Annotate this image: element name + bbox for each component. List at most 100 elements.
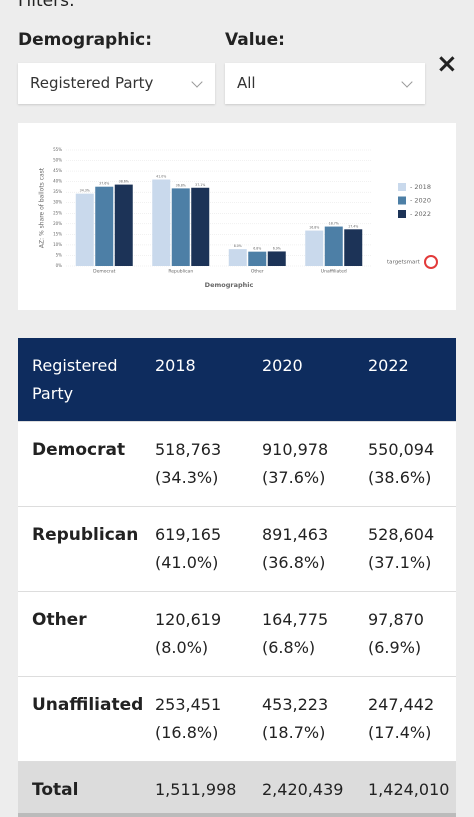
x-tick-label: Republican [168, 269, 193, 275]
table-row: Other 120,619 (8.0%) 164,775 (6.8%) 97,870 (6.… [18, 592, 456, 677]
table-row: Democrat 518,763 (34.3%) 910,978 (37.6%) 550,… [18, 422, 456, 507]
value-cell: 619,165 (41.0%) [155, 521, 221, 577]
cell-line: 528,604 [368, 525, 435, 544]
cell-line: (37.6%) [262, 468, 326, 487]
cell-line: (38.6%) [368, 468, 432, 487]
x-tick-label: Democrat [93, 269, 115, 275]
header-cell: 2020 [262, 356, 303, 375]
row-label: Other [32, 610, 87, 630]
cell-line: (18.7%) [262, 723, 326, 742]
bar-value-label: 34.3% [80, 189, 90, 193]
bar [171, 188, 190, 266]
cell-line: (6.8%) [262, 638, 316, 657]
cell-line: (8.0%) [155, 638, 209, 657]
cell-line: 120,619 [155, 610, 222, 629]
demographic-label: Demographic: [18, 30, 153, 50]
data-table: Registered Party 2018 2020 2022 Democrat 518,… [18, 338, 456, 817]
legend-swatch [398, 210, 406, 218]
value-cell: 550,094 (38.6%) [368, 436, 434, 492]
value-cell: 518,763 (34.3%) [155, 436, 221, 492]
bar-value-label: 17.4% [348, 224, 358, 228]
bar [248, 251, 267, 266]
y-tick-label: 55% [53, 147, 62, 152]
total-cell: 1,511,998 [155, 780, 237, 799]
bar [344, 229, 363, 266]
bar [95, 186, 114, 266]
bar [75, 193, 94, 266]
legend-label: - 2022 [410, 210, 431, 218]
chart: 0% 5% 10% 15% 20% 25% 30% 35% 40% 45% 50% 55% AZ: % … [18, 123, 456, 310]
value-cell: 910,978 (37.6%) [262, 436, 328, 492]
y-tick-label: 50% [53, 158, 62, 163]
cell-line: 550,094 [368, 440, 435, 459]
header-cell: 2018 [155, 356, 196, 375]
cell-line: (36.8%) [262, 553, 326, 572]
demographic-select[interactable]: Registered Party [18, 63, 215, 104]
cell-line: 253,451 [155, 695, 222, 714]
y-tick-label: 30% [53, 200, 62, 205]
y-tick-label: 35% [53, 189, 62, 194]
total-cell: 1,424,010 [368, 780, 450, 799]
legend-swatch [398, 183, 406, 191]
total-row: Total 1,511,998 2,420,439 1,424,010 [18, 762, 456, 817]
bar [267, 251, 286, 266]
value-select[interactable]: All [225, 63, 425, 104]
table-header: Registered Party 2018 2020 2022 [18, 338, 456, 422]
value-cell: 247,442 (17.4%) [368, 691, 434, 747]
y-tick-label: 15% [53, 231, 62, 236]
cell-line: 518,763 [155, 440, 222, 459]
bar-value-label: 16.8% [309, 226, 319, 230]
value-cell: 528,604 (37.1%) [368, 521, 434, 577]
y-tick-label: 45% [53, 168, 62, 173]
bar-value-label: 37.1% [195, 183, 205, 187]
bar [324, 226, 343, 266]
bar [152, 179, 171, 266]
total-cell: 2,420,439 [262, 780, 344, 799]
value-cell: 453,223 (18.7%) [262, 691, 328, 747]
bar-value-label: 41.0% [156, 175, 166, 179]
table-row: Republican 619,165 (41.0%) 891,463 (36.8%) 52… [18, 507, 456, 592]
value-cell: 120,619 (8.0%) [155, 606, 221, 662]
cell-line: (41.0%) [155, 553, 219, 572]
total-label: Total [32, 780, 79, 800]
row-label: Democrat [32, 440, 126, 460]
cell-line: 164,775 [262, 610, 329, 629]
header-cell: 2022 [368, 356, 409, 375]
y-tick-label: 25% [53, 210, 62, 215]
bar-value-label: 8.0% [234, 244, 242, 248]
bar [305, 230, 324, 266]
table-row: Unaffiliated 253,451 (16.8%) 453,223 (18.7%)… [18, 677, 456, 762]
cell-line: (34.3%) [155, 468, 219, 487]
bar [114, 184, 133, 266]
cell-line: (16.8%) [155, 723, 219, 742]
value-cell: 97,870 (6.9%) [368, 606, 424, 662]
y-tick-label: 40% [53, 179, 62, 184]
logo-mark [424, 255, 438, 269]
cell-line: 453,223 [262, 695, 329, 714]
filters-title: Filters: [18, 0, 75, 11]
cell-line: 97,870 [368, 610, 424, 629]
y-tick-label: 20% [53, 221, 62, 226]
header-cell: Registered Party [32, 356, 118, 403]
bar-value-label: 38.6% [119, 180, 129, 184]
x-tick-label: Unaffiliated [321, 269, 347, 275]
cell-line: (6.9%) [368, 638, 422, 657]
y-tick-label: 0% [56, 263, 63, 268]
bar-value-label: 6.9% [273, 246, 281, 250]
legend-label: - 2018 [410, 183, 431, 191]
cell-line: (37.1%) [368, 553, 432, 572]
bar [191, 187, 210, 266]
bar [228, 249, 247, 266]
legend-swatch [398, 196, 406, 205]
y-tick-label: 10% [53, 242, 62, 247]
legend-label: - 2020 [410, 197, 431, 205]
value-cell: 164,775 (6.8%) [262, 606, 328, 662]
close-button[interactable]: × [436, 49, 458, 79]
logo: targetsmart [387, 260, 421, 266]
value-cell: 891,463 (36.8%) [262, 521, 328, 577]
value-label: Value: [225, 30, 285, 50]
cell-line: (17.4%) [368, 723, 432, 742]
y-tick-label: 5% [56, 252, 63, 257]
cell-line: 910,978 [262, 440, 329, 459]
